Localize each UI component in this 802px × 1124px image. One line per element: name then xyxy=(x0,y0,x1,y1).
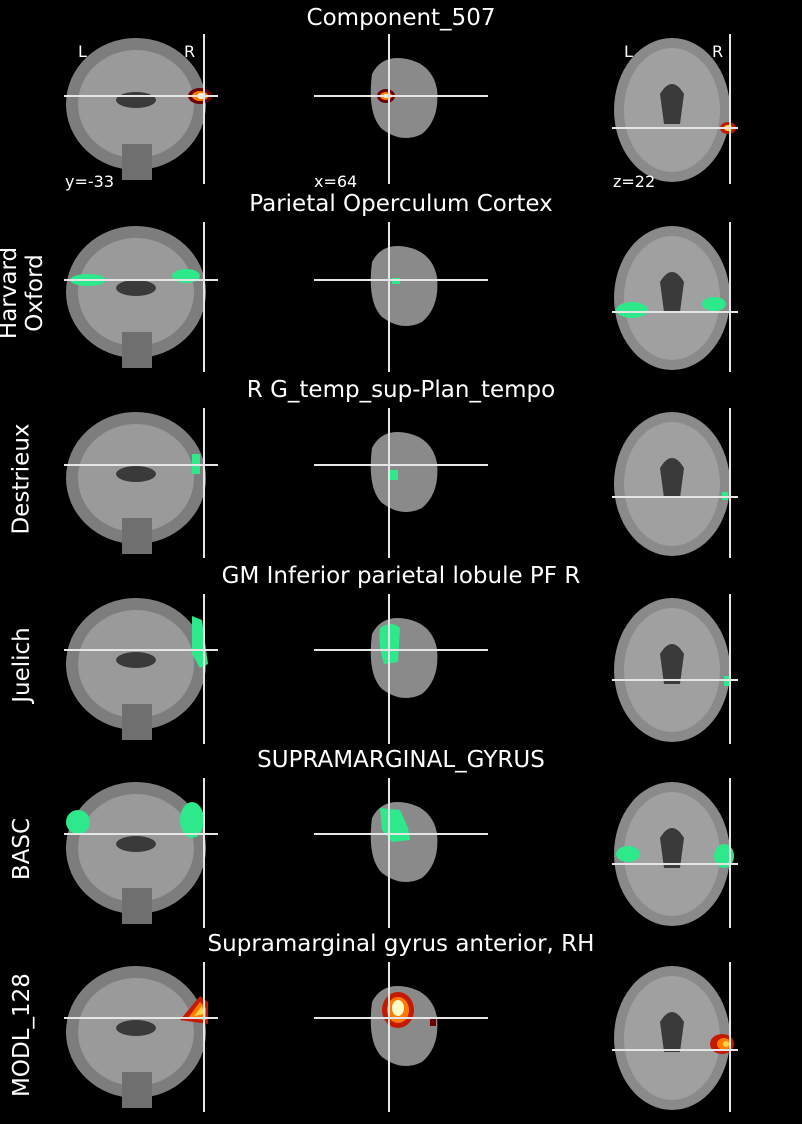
row-component: Component_507 L R L R y=-33 x=64 z=22 xyxy=(0,4,802,191)
row-basc: SUPRAMARGINAL_GYRUS BASC xyxy=(0,746,802,931)
row-juelich: GM Inferior parietal lobule PF R Juelich xyxy=(0,562,802,747)
region-title: Parietal Operculum Cortex xyxy=(249,191,553,217)
sagittal-view xyxy=(314,778,488,928)
sagittal-view xyxy=(314,408,488,558)
atlas-label: Harvard Oxford xyxy=(0,218,48,368)
atlas-label: BASC xyxy=(4,774,40,924)
sagittal-view xyxy=(314,222,488,372)
axial-view xyxy=(612,34,738,184)
atlas-name: Juelich xyxy=(9,627,36,703)
coronal-view xyxy=(64,222,218,372)
axial-view xyxy=(612,408,738,558)
figure-title: Component_507 xyxy=(306,5,496,31)
atlas-name: Destrieux xyxy=(9,423,36,535)
row-destrieux: R G_temp_sup-Plan_tempo Destrieux xyxy=(0,376,802,561)
sagittal-coordinate: x=64 xyxy=(314,172,358,191)
region-title: GM Inferior parietal lobule PF R xyxy=(221,563,581,589)
atlas-name: BASC xyxy=(9,817,36,881)
atlas-name: Harvard Oxford xyxy=(0,246,49,340)
left-label-coronal: L xyxy=(78,42,87,61)
row-modl-128: Supramarginal gyrus anterior, RH MODL_12… xyxy=(0,930,802,1115)
region-title: SUPRAMARGINAL_GYRUS xyxy=(257,747,545,773)
sagittal-view xyxy=(314,34,488,184)
right-label-coronal: R xyxy=(184,42,196,61)
coronal-view xyxy=(64,962,218,1112)
axial-view xyxy=(612,962,738,1112)
sagittal-view xyxy=(314,962,488,1112)
row-harvard-oxford: Parietal Operculum Cortex Harvard Oxford xyxy=(0,190,802,375)
right-label-axial: R xyxy=(712,42,724,61)
atlas-label: MODL_128 xyxy=(4,960,40,1110)
axial-view xyxy=(612,222,738,372)
axial-view xyxy=(612,778,738,928)
axial-view xyxy=(612,594,738,744)
atlas-label: Juelich xyxy=(4,590,40,740)
region-title: R G_temp_sup-Plan_tempo xyxy=(246,377,556,403)
atlas-label: Destrieux xyxy=(4,404,40,554)
left-label-axial: L xyxy=(624,42,633,61)
axial-coordinate: z=22 xyxy=(613,172,656,191)
coronal-view xyxy=(64,594,218,744)
coronal-view xyxy=(64,34,218,184)
coronal-view xyxy=(64,408,218,558)
atlas-name: MODL_128 xyxy=(9,973,35,1097)
sagittal-view xyxy=(314,594,488,744)
coronal-view xyxy=(64,778,218,928)
region-title: Supramarginal gyrus anterior, RH xyxy=(207,931,595,957)
coronal-coordinate: y=-33 xyxy=(65,172,115,191)
